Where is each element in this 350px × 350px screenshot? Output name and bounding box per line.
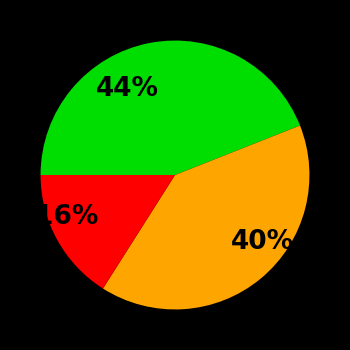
Text: 16%: 16%	[35, 204, 98, 230]
Wedge shape	[41, 175, 175, 288]
Wedge shape	[41, 41, 300, 175]
Text: 40%: 40%	[231, 229, 294, 256]
Wedge shape	[103, 126, 309, 309]
Text: 44%: 44%	[96, 76, 159, 102]
